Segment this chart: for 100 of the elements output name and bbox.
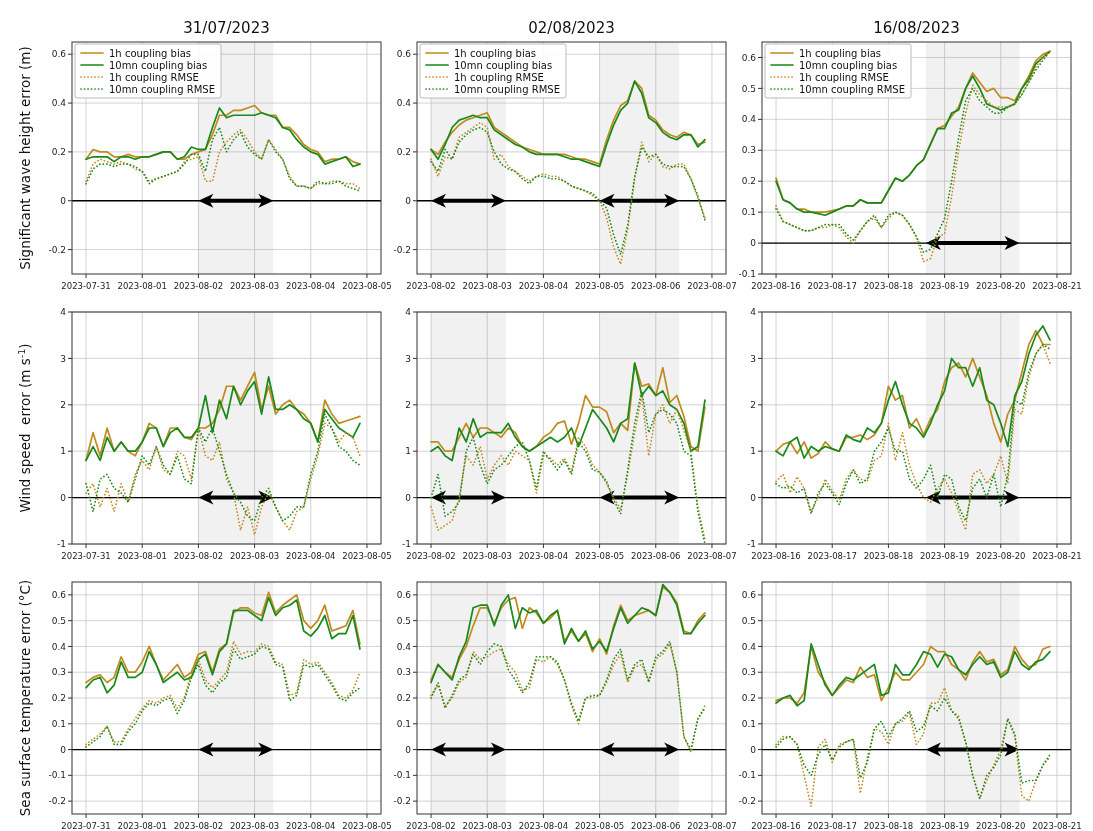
y-tick-label: 0.5 — [741, 615, 756, 626]
x-tick-label: 2023-08-05 — [574, 281, 625, 291]
x-tick-label: 2023-08-02 — [406, 821, 456, 831]
x-tick-label: 2023-08-04 — [286, 821, 336, 831]
x-tick-label: 2023-08-01 — [117, 281, 167, 291]
legend-label: 10mn coupling RMSE — [799, 83, 905, 95]
x-tick-label: 2023-07-31 — [61, 821, 111, 831]
y-tick-label: 0.4 — [51, 641, 67, 652]
y-tick-label: 0 — [750, 744, 757, 755]
y-tick-label: 0.6 — [396, 590, 412, 601]
y-tick-label: 0.1 — [51, 718, 66, 729]
y-tick-label: 4 — [60, 307, 67, 318]
y-tick-label: 0.4 — [396, 98, 412, 109]
y-tick-label: 0.3 — [741, 145, 756, 156]
y-tick-label: -0.2 — [738, 796, 756, 807]
y-tick-label: 2 — [750, 399, 756, 410]
y-axis-title: Sea surface temperature error (°C) — [17, 579, 33, 817]
x-tick-label: 2023-08-18 — [863, 281, 914, 291]
chart-title: 31/07/2023 — [183, 19, 270, 37]
y-tick-label: 0.5 — [396, 615, 411, 626]
y-tick-label: 0.2 — [741, 176, 756, 187]
x-tick-label: 2023-08-03 — [229, 281, 280, 291]
y-tick-label: 0.4 — [741, 114, 757, 125]
x-tick-label: 2023-08-02 — [173, 821, 224, 831]
y-tick-label: 0.2 — [396, 693, 411, 704]
y-tick-label: -1 — [402, 539, 411, 550]
y-tick-label: 0 — [750, 492, 757, 503]
y-tick-label: 0.6 — [741, 52, 757, 63]
legend-label: 10mn coupling bias — [109, 59, 208, 71]
y-tick-label: 0.1 — [741, 207, 756, 218]
y-tick-label: -0.1 — [393, 770, 411, 781]
x-tick-label: 2023-08-18 — [863, 821, 914, 831]
y-tick-label: 2 — [405, 399, 411, 410]
x-tick-label: 2023-08-16 — [751, 551, 801, 561]
legend-label: 10mn coupling bias — [454, 59, 553, 71]
x-tick-label: 2023-08-16 — [751, 821, 801, 831]
y-tick-label: 0.6 — [741, 590, 757, 601]
x-tick-label: 2023-08-03 — [462, 281, 512, 291]
y-tick-label: 0.5 — [51, 615, 66, 626]
y-axis-title: Significant wave height error (m) — [17, 46, 33, 270]
x-tick-label: 2023-08-04 — [518, 551, 569, 561]
x-tick-label: 2023-08-17 — [807, 281, 857, 291]
chart-title: 16/08/2023 — [873, 19, 960, 37]
x-tick-label: 2023-08-17 — [807, 821, 857, 831]
x-tick-label: 2023-08-02 — [173, 551, 224, 561]
x-tick-label: 2023-08-05 — [574, 821, 625, 831]
y-tick-label: -0.2 — [48, 244, 66, 255]
y-tick-label: 4 — [750, 307, 757, 318]
x-tick-label: 2023-08-20 — [976, 281, 1026, 291]
y-tick-label: 1 — [60, 446, 66, 457]
x-tick-label: 2023-08-18 — [863, 551, 914, 561]
legend-label: 1h coupling RMSE — [109, 71, 199, 83]
x-tick-label: 2023-08-05 — [342, 281, 392, 291]
y-tick-label: 3 — [405, 353, 411, 364]
x-tick-label: 2023-07-31 — [61, 281, 111, 291]
y-tick-label: 0.3 — [741, 667, 756, 678]
x-tick-label: 2023-08-05 — [574, 551, 625, 561]
y-tick-label: 0.2 — [51, 693, 66, 704]
y-tick-label: 0 — [60, 195, 67, 206]
x-tick-label: 2023-08-06 — [631, 281, 681, 291]
x-tick-label: 2023-08-16 — [751, 281, 801, 291]
y-tick-label: -0.2 — [48, 796, 66, 807]
x-tick-label: 2023-08-01 — [117, 821, 167, 831]
x-tick-label: 2023-07-31 — [61, 551, 111, 561]
y-tick-label: 3 — [60, 353, 66, 364]
y-tick-label: 0.2 — [741, 693, 756, 704]
x-tick-label: 2023-08-01 — [117, 551, 167, 561]
x-tick-label: 2023-08-17 — [807, 551, 857, 561]
y-tick-label: 1 — [750, 446, 756, 457]
legend-label: 10mn coupling RMSE — [109, 83, 215, 95]
y-tick-label: 0 — [405, 744, 412, 755]
y-tick-label: 0.6 — [396, 49, 412, 60]
x-tick-label: 2023-08-06 — [631, 821, 681, 831]
x-tick-label: 2023-08-03 — [462, 551, 512, 561]
x-tick-label: 2023-08-21 — [1032, 821, 1082, 831]
x-tick-label: 2023-08-04 — [518, 821, 569, 831]
y-tick-label: 3 — [750, 353, 756, 364]
y-tick-label: -0.1 — [738, 269, 756, 280]
x-tick-label: 2023-08-07 — [687, 281, 737, 291]
x-tick-label: 2023-08-07 — [687, 551, 737, 561]
y-tick-label: 0.2 — [396, 147, 411, 158]
y-tick-label: 0 — [60, 492, 67, 503]
y-tick-label: 0.6 — [51, 49, 67, 60]
y-tick-label: -0.2 — [393, 796, 411, 807]
y-tick-label: 0.4 — [741, 641, 757, 652]
y-tick-label: 0.3 — [51, 667, 66, 678]
y-tick-label: 0.4 — [51, 98, 67, 109]
y-tick-label: 4 — [405, 307, 412, 318]
x-tick-label: 2023-08-06 — [631, 551, 681, 561]
x-tick-label: 2023-08-21 — [1032, 551, 1082, 561]
y-tick-label: 0.2 — [51, 147, 66, 158]
y-tick-label: -1 — [747, 539, 756, 550]
x-tick-label: 2023-08-05 — [342, 821, 392, 831]
legend-label: 1h coupling RMSE — [799, 71, 889, 83]
x-tick-label: 2023-08-04 — [286, 281, 336, 291]
y-tick-label: 0 — [750, 238, 757, 249]
legend-label: 10mn coupling bias — [799, 59, 898, 71]
x-tick-label: 2023-08-20 — [976, 821, 1026, 831]
x-tick-label: 2023-08-19 — [919, 281, 970, 291]
x-tick-label: 2023-08-03 — [229, 551, 280, 561]
